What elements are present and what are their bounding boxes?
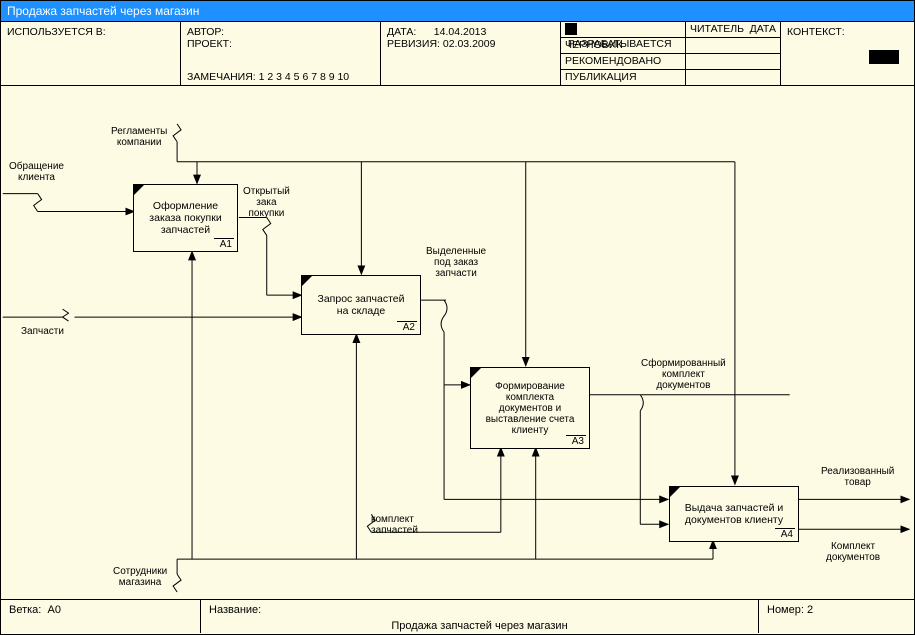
- revision-value: 02.03.2009: [443, 38, 496, 50]
- branch-value: A0: [47, 604, 60, 616]
- reader-label: ЧИТАТЕЛЬ: [690, 23, 744, 36]
- node-a2-text: Запрос запчастей на складе: [317, 293, 404, 317]
- label-sformirovannyy: Сформированный комплект документов: [641, 358, 726, 391]
- node-a4-id: A4: [775, 528, 795, 540]
- notes-label: ЗАМЕЧАНИЯ:: [187, 71, 256, 83]
- label-vydelennye: Выделенные под заказ запчасти: [426, 246, 486, 279]
- context-label: КОНТЕКСТ:: [787, 26, 845, 38]
- status-publication: ПУБЛИКАЦИЯ: [565, 71, 637, 83]
- label-zapchasti: Запчасти: [21, 326, 64, 337]
- label-obrashchenie: Обращение клиента: [9, 161, 64, 183]
- date2-label: ДАТА: [750, 23, 776, 36]
- diagram-window: Продажа запчастей через магазин ИСПОЛЬЗУ…: [0, 0, 915, 635]
- project-label: ПРОЕКТ:: [187, 38, 232, 50]
- node-a1: Оформление заказа покупки запчастей A1: [133, 184, 238, 252]
- diagram-area: Оформление заказа покупки запчастей A1 З…: [1, 86, 914, 599]
- notes-value: 1 2 3 4 5 6 7 8 9 10: [259, 71, 350, 83]
- label-reglamenty: Регламенты компании: [111, 126, 167, 148]
- author-label: АВТОР:: [187, 26, 224, 38]
- context-blackbox: [869, 50, 899, 64]
- node-a3-id: A3: [566, 435, 586, 447]
- diagram-canvas: ИСПОЛЬЗУЕТСЯ В: АВТОР: ПРОЕКТ: ЗАМЕЧАНИЯ…: [1, 22, 914, 633]
- footer-table: Ветка: A0 Название: Продажа запчастей че…: [1, 599, 914, 633]
- revision-label: РЕВИЗИЯ:: [387, 38, 440, 50]
- status-recommended: РЕКОМЕНДОВАНО: [565, 55, 661, 67]
- number-label: Номер:: [767, 604, 804, 616]
- node-a3: Формирование комплекта документов и выст…: [470, 367, 590, 449]
- node-a4: Выдача запчастей и документов клиенту A4: [669, 486, 799, 542]
- label-komplekt-zap: комплект запчастей: [371, 514, 418, 536]
- used-in-label: ИСПОЛЬЗУЕТСЯ В:: [7, 26, 106, 38]
- branch-label: Ветка:: [9, 604, 41, 616]
- node-a1-id: A1: [214, 238, 234, 250]
- node-a4-text: Выдача запчастей и документов клиенту: [685, 502, 784, 526]
- window-titlebar: Продажа запчастей через магазин: [1, 1, 914, 22]
- node-a1-text: Оформление заказа покупки запчастей: [149, 200, 221, 236]
- label-sotrudniki: Сотрудники магазина: [113, 566, 167, 588]
- date-value: 14.04.2013: [434, 26, 487, 38]
- label-otkrytyy: Открытый зака покупки: [243, 186, 290, 219]
- number-value: 2: [807, 604, 813, 616]
- label-realizovannyy: Реализованный товар: [821, 466, 894, 488]
- label-komplekt-dok: Комплект документов: [826, 541, 880, 563]
- node-a2-id: A2: [397, 321, 417, 333]
- date-label: ДАТА:: [387, 26, 416, 38]
- window-title: Продажа запчастей через магазин: [7, 4, 199, 18]
- header-table: ИСПОЛЬЗУЕТСЯ В: АВТОР: ПРОЕКТ: ЗАМЕЧАНИЯ…: [1, 22, 914, 86]
- name-label: Название:: [209, 604, 261, 616]
- node-a3-text: Формирование комплекта документов и выст…: [486, 381, 575, 436]
- status-draft: ЧЕРНОВИК: [565, 39, 622, 51]
- name-value: Продажа запчастей через магазин: [209, 620, 750, 632]
- node-a2: Запрос запчастей на складе A2: [301, 275, 421, 335]
